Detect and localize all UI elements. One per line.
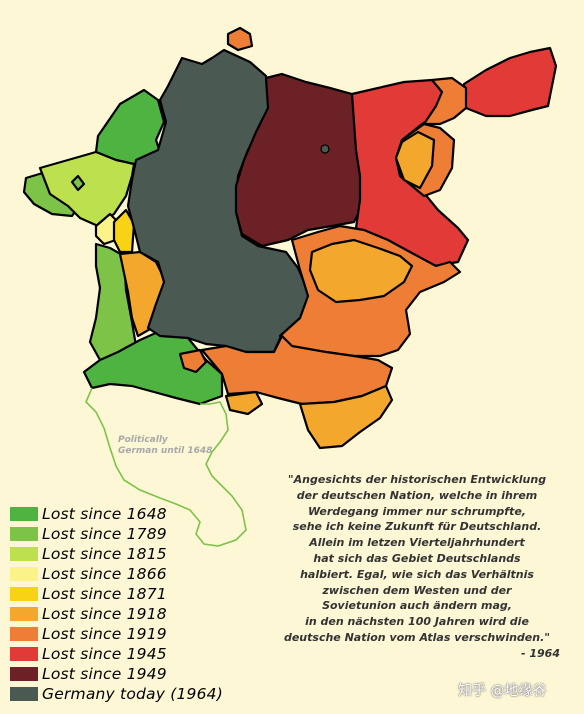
region-lost-since-1648-switzerland	[82, 330, 224, 406]
region-lost-since-1918-bohemia-core	[308, 238, 414, 304]
politically-german-label-line2: German until 1648	[118, 446, 213, 456]
quote-line: Sovietunion auch ändern mag,	[322, 599, 512, 613]
berlin-marker	[320, 144, 330, 154]
legend-label: Lost since 1648	[42, 505, 167, 523]
quote-line: der deutschen Nation, welche in ihrem	[296, 488, 538, 502]
quote-line: "Angesichts der historischen Entwicklung	[287, 473, 547, 486]
region-lost-since-1919-carinthia	[178, 348, 208, 374]
legend-swatch	[10, 547, 38, 561]
map-legend: Lost since 1648 Lost since 1789 Lost since…	[10, 504, 223, 704]
legend-item: Lost since 1648	[10, 504, 223, 524]
legend-swatch	[10, 527, 38, 541]
legend-swatch	[10, 607, 38, 621]
legend-item: Lost since 1919	[10, 624, 223, 644]
region-lost-since-1918-tyrol	[224, 390, 264, 416]
legend-item: Lost since 1918	[10, 604, 223, 624]
legend-label: Lost since 1945	[42, 645, 167, 663]
legend-label: Lost since 1949	[42, 665, 167, 683]
legend-label: Lost since 1918	[42, 605, 167, 623]
legend-swatch	[10, 647, 38, 661]
quote-line: sehe ich keine Zukunft für Deutschland.	[292, 520, 542, 534]
quote-line: zwischen dem Westen und der	[322, 583, 512, 597]
legend-swatch	[10, 667, 38, 681]
legend-swatch	[10, 687, 38, 701]
legend-label: Germany today (1964)	[42, 685, 223, 703]
region-lost-since-1815-belgium	[38, 150, 136, 228]
quote-line: in den nächsten 100 Jahren wird die	[305, 615, 529, 629]
quote-attribution: - 1964	[520, 646, 560, 660]
legend-label: Lost since 1919	[42, 625, 167, 643]
politically-german-label-line1: Politically	[118, 435, 168, 445]
legend-item: Lost since 1866	[10, 564, 223, 584]
legend-item: Lost since 1949	[10, 664, 223, 684]
quote-line: halbiert. Egal, wie sich das Verhältnis	[300, 567, 534, 581]
region-lost-since-1918-styria	[298, 384, 394, 450]
politically-german-border	[85, 387, 247, 547]
region-lost-since-1949-gdr	[234, 72, 366, 248]
quote-line: hat sich das Gebiet Deutschlands	[313, 551, 521, 565]
watermark: 知乎 @地缘谷	[458, 683, 547, 699]
legend-item: Lost since 1945	[10, 644, 223, 664]
region-lost-since-1919-corridor	[422, 76, 468, 126]
region-lost-since-1945-east-prussia	[462, 46, 558, 118]
quote-line: Allein im letzen Vierteljahrhundert	[309, 536, 525, 550]
quote-line: Werdegang immer nur schrumpfte,	[308, 504, 526, 518]
legend-label: Lost since 1866	[42, 565, 167, 583]
region-lost-since-1919-memel	[226, 26, 254, 52]
legend-swatch	[10, 507, 38, 521]
legend-item: Lost since 1815	[10, 544, 223, 564]
politically-german-label: Politically German until 1648	[118, 435, 212, 457]
legend-label: Lost since 1815	[42, 545, 167, 563]
legend-swatch	[10, 587, 38, 601]
legend-swatch	[10, 567, 38, 581]
quote-line: deutsche Nation vom Atlas verschwinden."	[283, 630, 551, 644]
legend-label: Lost since 1789	[42, 525, 167, 543]
legend-label: Lost since 1871	[42, 585, 167, 603]
region-lost-since-1918-posen-interior	[394, 130, 436, 190]
historical-quote: "Angesichts der historischen Entwicklung…	[262, 472, 572, 662]
legend-item: Lost since 1871	[10, 584, 223, 604]
legend-item: Germany today (1964)	[10, 684, 223, 704]
legend-swatch	[10, 627, 38, 641]
region-lost-since-1789-islands	[70, 174, 86, 192]
legend-item: Lost since 1789	[10, 524, 223, 544]
